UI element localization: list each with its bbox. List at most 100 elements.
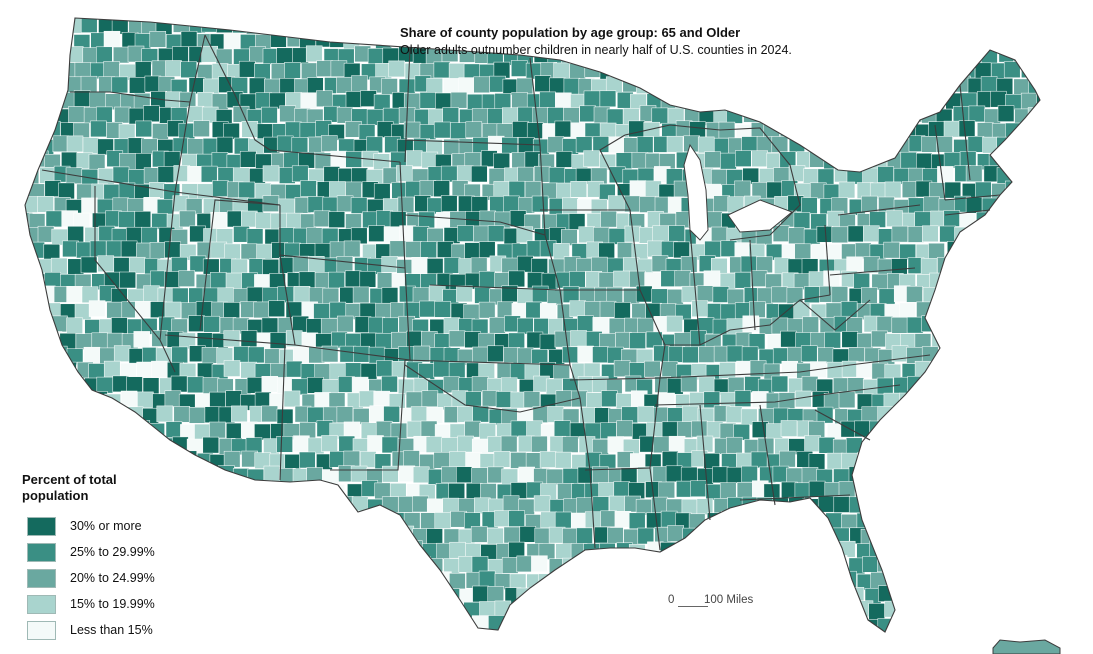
- county-tile: [605, 76, 623, 93]
- county-tile: [877, 437, 895, 455]
- county-tile: [983, 496, 1001, 513]
- county-tile: [838, 540, 856, 558]
- county-tile: [696, 555, 713, 573]
- county-tile: [25, 347, 41, 365]
- county-tile: [841, 360, 859, 378]
- county-tile: [795, 541, 812, 559]
- county-tile: [1004, 513, 1021, 530]
- county-tile: [720, 93, 738, 111]
- county-tile: [262, 259, 279, 276]
- county-tile: [494, 93, 512, 110]
- county-tile: [615, 331, 632, 349]
- county-tile: [1028, 348, 1040, 365]
- county-tile: [448, 330, 466, 348]
- county-tile: [583, 150, 600, 167]
- county-tile: [533, 588, 550, 605]
- county-tile: [675, 572, 693, 590]
- county-tile: [729, 77, 746, 94]
- county-tile: [891, 258, 908, 275]
- county-tile: [847, 225, 865, 243]
- county-tile: [119, 271, 136, 289]
- county-tile: [983, 377, 1000, 394]
- county-tile: [665, 465, 683, 483]
- county-tile: [247, 528, 264, 546]
- county-tile: [861, 195, 878, 213]
- county-tile: [510, 420, 528, 438]
- county-tile: [231, 77, 248, 94]
- county-tile: [511, 60, 528, 77]
- county-tile: [294, 525, 311, 543]
- county-tile: [1043, 589, 1059, 605]
- county-tile: [328, 483, 345, 501]
- county-tile: [868, 512, 885, 529]
- county-tile: [857, 452, 874, 469]
- county-tile: [726, 526, 744, 543]
- county-tile: [396, 616, 414, 632]
- county-tile: [974, 18, 991, 19]
- county-tile: [898, 481, 916, 499]
- county-tile: [217, 287, 235, 305]
- county-tile: [539, 91, 556, 109]
- county-tile: [1011, 466, 1028, 483]
- county-tile: [996, 526, 1013, 544]
- county-tile: [339, 526, 357, 544]
- county-tile: [479, 601, 496, 618]
- county-tile: [128, 256, 146, 274]
- county-tile: [29, 92, 47, 110]
- county-tile: [1043, 378, 1059, 394]
- county-tile: [427, 589, 444, 606]
- county-tile: [261, 106, 278, 124]
- county-tile: [189, 225, 206, 243]
- county-tile: [276, 18, 293, 33]
- county-tile: [150, 450, 167, 467]
- county-tile: [512, 602, 529, 620]
- county-tile: [532, 406, 550, 423]
- county-tile: [344, 601, 362, 618]
- county-tile: [336, 195, 354, 213]
- county-tile: [819, 138, 836, 155]
- county-tile: [1036, 332, 1040, 349]
- county-tile: [609, 495, 626, 513]
- county-tile: [82, 407, 100, 424]
- county-tile: [861, 47, 878, 64]
- county-tile: [886, 512, 904, 529]
- county-tile: [944, 181, 962, 199]
- county-tile: [247, 468, 265, 486]
- county-tile: [592, 317, 610, 334]
- county-tile: [358, 571, 375, 589]
- county-tile: [39, 436, 57, 453]
- county-tile: [396, 587, 413, 604]
- county-tile: [905, 497, 923, 514]
- county-tile: [976, 361, 994, 378]
- county-tile: [826, 452, 844, 470]
- county-tile: [261, 495, 279, 513]
- county-tile: [103, 421, 121, 439]
- county-tile: [705, 571, 722, 589]
- county-tile: [691, 420, 708, 438]
- county-tile: [831, 226, 849, 244]
- county-tile: [587, 571, 604, 589]
- county-tile: [628, 120, 645, 138]
- county-tile: [1028, 228, 1040, 246]
- county-tile: [25, 375, 42, 392]
- county-tile: [592, 496, 610, 513]
- county-tile: [440, 165, 458, 183]
- county-tile: [719, 18, 736, 19]
- county-tile: [76, 183, 93, 201]
- county-tile: [577, 345, 594, 363]
- county-tile: [25, 18, 39, 33]
- county-tile: [953, 498, 971, 516]
- county-tile: [954, 527, 971, 544]
- county-tile: [697, 136, 715, 154]
- county-tile: [353, 526, 371, 544]
- county-tile: [517, 347, 534, 365]
- county-tile: [748, 571, 766, 589]
- county-tile: [706, 211, 723, 229]
- county-tile: [787, 528, 804, 546]
- county-tile: [803, 168, 820, 185]
- county-tile: [329, 570, 347, 588]
- county-tile: [996, 346, 1014, 363]
- county-tile: [25, 240, 33, 258]
- county-tile: [223, 32, 241, 50]
- county-tile: [614, 602, 631, 620]
